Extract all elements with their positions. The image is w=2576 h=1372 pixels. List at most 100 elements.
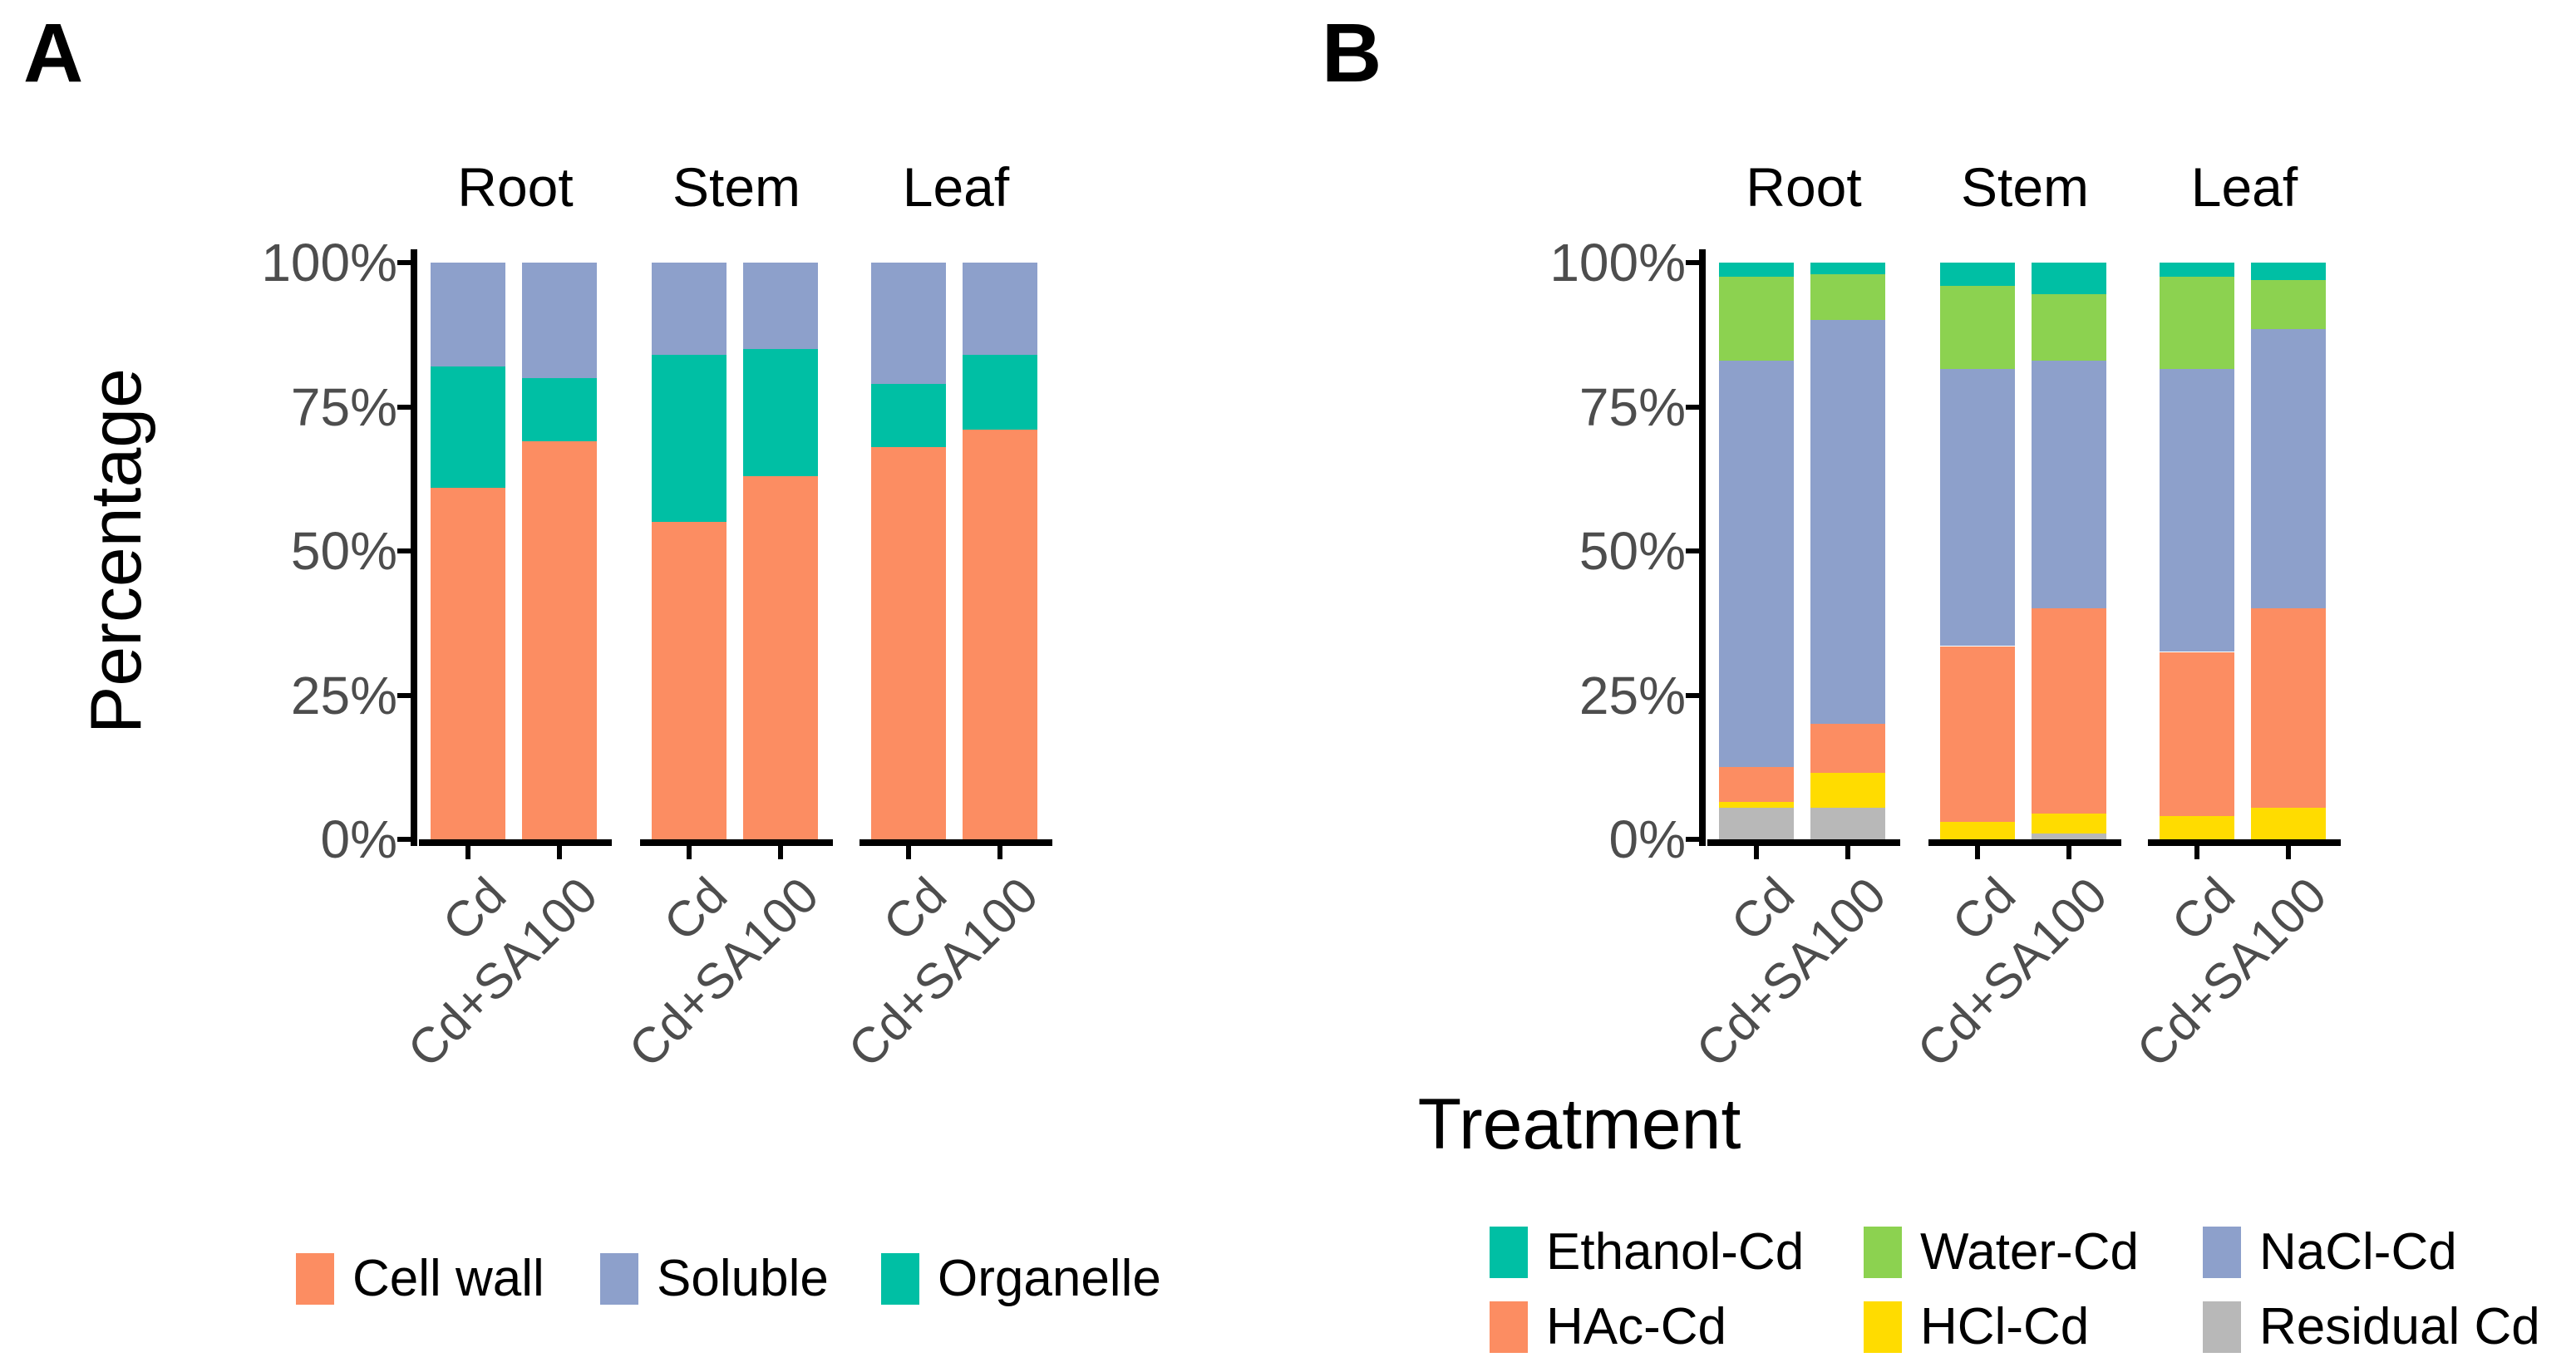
bar-segment-ethanol-cd (1719, 263, 1794, 278)
legend-key-organelle (881, 1253, 919, 1305)
bar-segment-organelle (871, 383, 946, 447)
bar-segment-nacl-cd (1719, 361, 1794, 768)
bar-segment-organelle (431, 366, 505, 488)
x-tick-mark (778, 846, 783, 859)
y-tick-mark (1686, 260, 1699, 265)
legend-label-hcl-cd: HCl-Cd (1920, 1298, 2090, 1355)
y-tick-mark (1686, 693, 1699, 698)
legend-key-water-cd (1864, 1227, 1902, 1278)
x-axis-line (640, 839, 833, 846)
x-tick-mark (2066, 846, 2071, 859)
y-tick-label: 25% (1579, 666, 1686, 725)
y-tick-label: 75% (1579, 377, 1686, 437)
bar-segment-soluble (652, 263, 727, 355)
bar-segment-water-cd (2160, 277, 2234, 370)
y-tick-mark (397, 260, 411, 265)
bar-segment-soluble (522, 263, 597, 378)
y-tick-mark (1686, 405, 1699, 410)
facet-title-leaf: Leaf (2190, 156, 2298, 218)
bar-segment-water-cd (1719, 277, 1794, 361)
bar-segment-hac-cd (2251, 608, 2326, 808)
bar-segment-water-cd (1940, 285, 2015, 370)
facet-title-leaf: Leaf (902, 156, 1010, 218)
legend-label-soluble: Soluble (657, 1250, 829, 1307)
legend-key-nacl-cd (2203, 1227, 2241, 1278)
x-tick-mark (997, 846, 1002, 859)
bar-segment-cell-wall (431, 487, 505, 839)
bar-segment-hac-cd (1719, 767, 1794, 802)
bar-segment-cell-wall (963, 430, 1037, 839)
legend-label-ethanol-cd: Ethanol-Cd (1546, 1223, 1805, 1281)
bar-segment-hcl-cd (2160, 816, 2234, 839)
facet-title-stem: Stem (1960, 156, 2090, 218)
x-tick-mark (906, 846, 911, 859)
bar-segment-organelle (522, 377, 597, 442)
y-tick-mark (397, 837, 411, 842)
y-axis-title: Percentage (76, 368, 156, 734)
legend-label-nacl-cd: NaCl-Cd (2259, 1223, 2457, 1281)
y-tick-mark (1686, 548, 1699, 553)
bar-segment-ethanol-cd (2251, 263, 2326, 280)
bar-segment-cell-wall (871, 447, 946, 839)
y-tick-label: 0% (1608, 809, 1687, 869)
y-axis-line (411, 249, 417, 846)
legend-key-soluble (600, 1253, 638, 1305)
bar-segment-water-cd (2251, 279, 2326, 329)
x-axis-line (2148, 839, 2341, 846)
bar-segment-ethanol-cd (1810, 263, 1885, 274)
bar-segment-hcl-cd (1940, 822, 2015, 839)
bar-segment-hac-cd (2160, 652, 2234, 817)
y-axis-line (1699, 249, 1706, 846)
bar-segment-soluble (743, 263, 818, 350)
x-axis-line (859, 839, 1052, 846)
bar-segment-nacl-cd (1810, 320, 1885, 725)
x-tick-mark (2194, 846, 2199, 859)
y-tick-label: 50% (290, 521, 397, 581)
x-tick-mark (465, 846, 470, 859)
y-tick-label: 25% (290, 666, 397, 725)
bar-segment-ethanol-cd (2160, 263, 2234, 278)
bar-segment-organelle (963, 355, 1037, 430)
bar-segment-hac-cd (2032, 608, 2106, 814)
bar-segment-nacl-cd (1940, 369, 2015, 647)
x-axis-line (1707, 839, 1900, 846)
bar-segment-organelle (652, 355, 727, 523)
legend-label-organelle: Organelle (938, 1250, 1161, 1307)
bar-segment-hcl-cd (2251, 807, 2326, 839)
legend-key-cell-wall (296, 1253, 334, 1305)
bar-segment-water-cd (2032, 294, 2106, 361)
legend-key-ethanol-cd (1490, 1227, 1528, 1278)
y-tick-mark (397, 548, 411, 553)
bar-segment-hac-cd (1940, 646, 2015, 823)
bar-segment-cell-wall (743, 475, 818, 839)
bar-segment-nacl-cd (2032, 361, 2106, 609)
bar-segment-hcl-cd (1810, 773, 1885, 808)
y-tick-mark (397, 405, 411, 410)
bar-segment-ethanol-cd (2032, 263, 2106, 295)
bar-segment-hac-cd (1810, 724, 1885, 774)
legend-label-cell-wall: Cell wall (352, 1250, 544, 1307)
bar-segment-ethanol-cd (1940, 263, 2015, 286)
facet-title-stem: Stem (672, 156, 801, 218)
x-tick-mark (2286, 846, 2291, 859)
x-axis-line (1928, 839, 2121, 846)
bar-segment-hcl-cd (2032, 813, 2106, 834)
bar-segment-residual-cd (1810, 807, 1885, 839)
bar-segment-nacl-cd (2160, 369, 2234, 652)
x-tick-mark (1975, 846, 1980, 859)
x-tick-mark (557, 846, 562, 859)
x-axis-line (419, 839, 612, 846)
facet-title-root: Root (1746, 156, 1862, 218)
bar-segment-nacl-cd (2251, 328, 2326, 609)
legend-key-hcl-cd (1864, 1301, 1902, 1353)
legend-key-residual-cd (2203, 1301, 2241, 1353)
x-tick-mark (1754, 846, 1759, 859)
bar-segment-residual-cd (2032, 834, 2106, 839)
x-tick-mark (687, 846, 692, 859)
panel-a-label: A (23, 7, 84, 100)
y-tick-label: 75% (290, 377, 397, 437)
bar-segment-water-cd (1810, 273, 1885, 321)
x-axis-title: Treatment (1417, 1084, 1741, 1164)
bar-segment-soluble (431, 263, 505, 366)
legend-label-residual-cd: Residual Cd (2259, 1298, 2540, 1355)
